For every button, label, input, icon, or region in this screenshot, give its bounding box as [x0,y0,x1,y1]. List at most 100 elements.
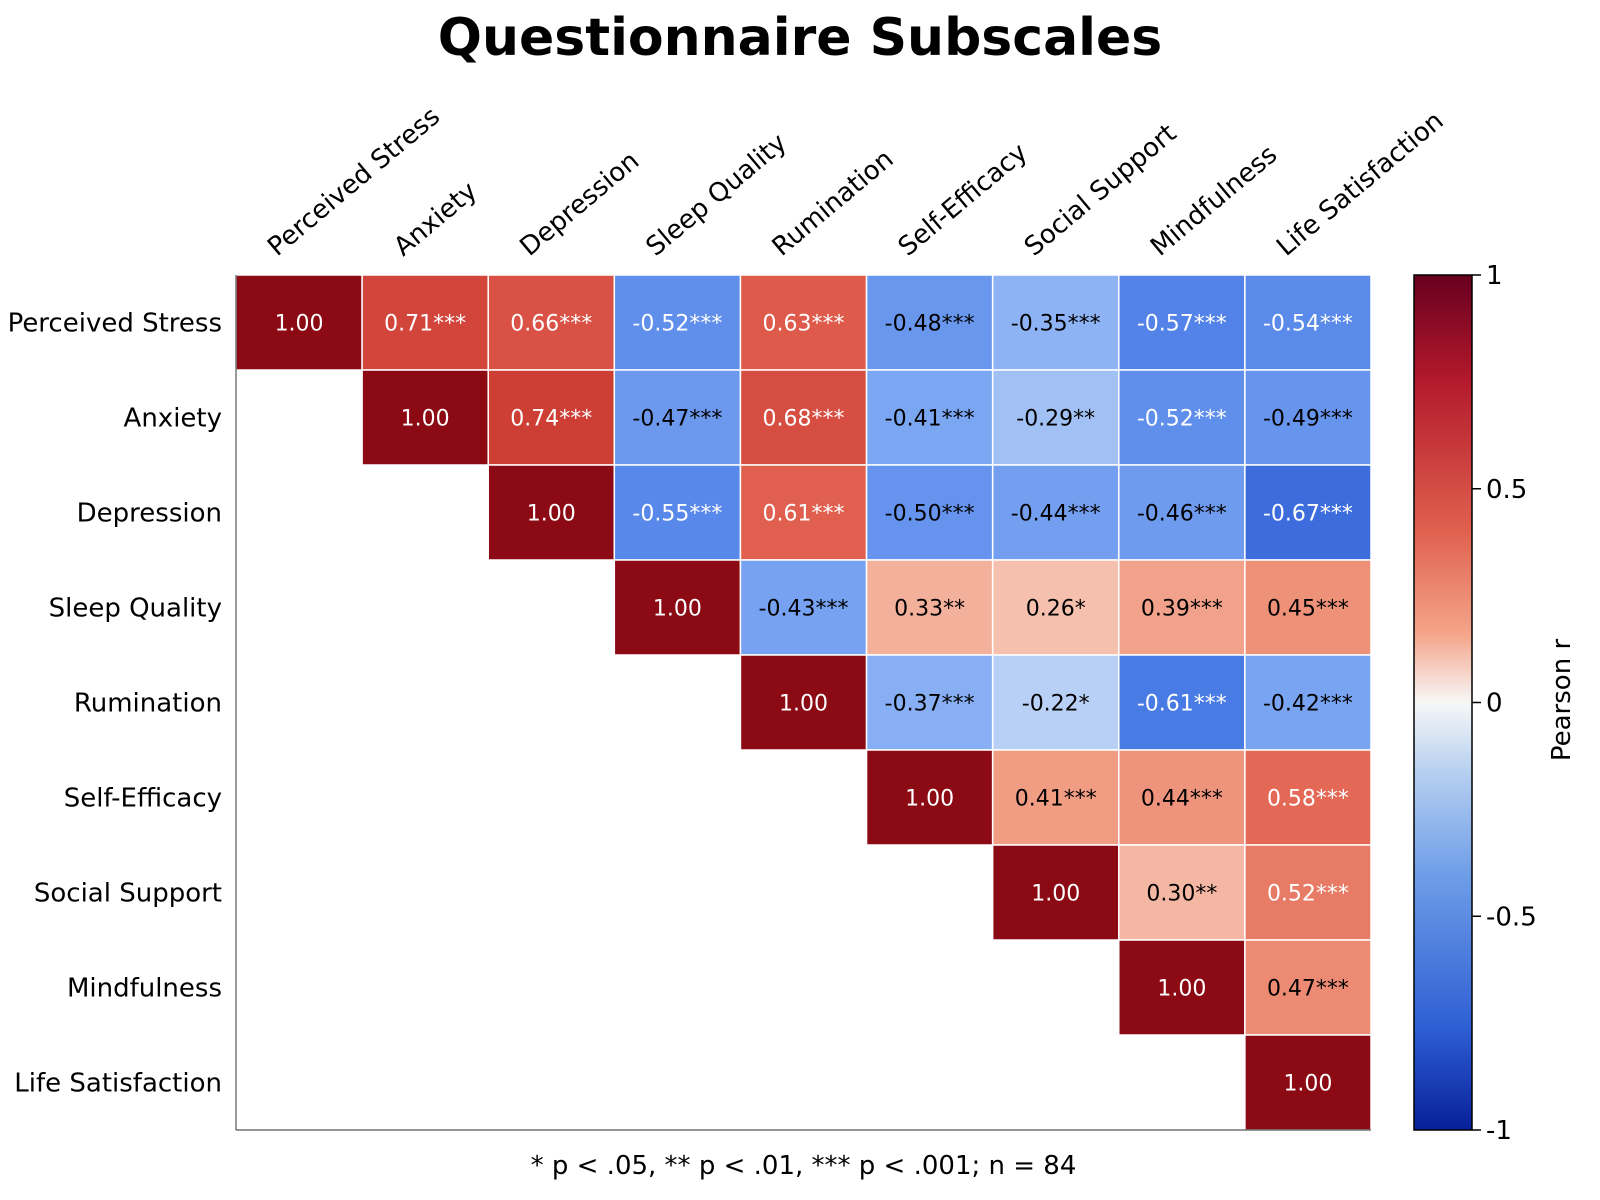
cell-value-label: 0.74*** [510,407,592,432]
cell-value-label: -0.52*** [1137,407,1227,432]
heatmap-cell [991,464,1120,561]
heatmap-cells: 1.00 0.71*** 0.66*** -0.52*** 0.63*** -0.48**… [235,274,1372,1131]
cell-value-label: -0.44*** [1011,502,1101,527]
cell-value-label: -0.67*** [1263,502,1353,527]
x-tick-label: Depression [514,146,645,262]
heatmap-cell [1244,749,1372,846]
colorbar-tick-label: -1 [1486,1116,1512,1146]
significance-footnote: * p < .05, ** p < .01, *** p < .001; n =… [530,1151,1077,1181]
heatmap-cell [487,464,616,561]
cell-value-label: 1.00 [653,597,702,622]
colorbar-tick-label: -0.5 [1486,902,1537,932]
cell-value-label: 0.33** [894,597,965,622]
cell-value-label: -0.49*** [1263,407,1353,432]
cell-value-label: -0.55*** [632,502,722,527]
cell-value-label: -0.43*** [759,597,849,622]
colorbar-gradient [1413,274,1473,1131]
cell-value-label: -0.47*** [632,407,722,432]
cell-value-label: 0.26* [1026,597,1086,622]
y-tick-label: Mindfulness [67,974,222,1004]
heatmap-cell [1118,369,1246,466]
cell-value-label: -0.50*** [885,502,975,527]
cell-value-label: 0.41*** [1015,787,1097,812]
heatmap-cell [1244,1034,1372,1131]
y-tick-label: Life Satisfaction [14,1069,222,1099]
cell-value-label: 0.68*** [763,407,845,432]
heatmap-cell [1244,939,1372,1036]
heatmap-cell [739,369,868,466]
x-tick-label: Mindfulness [1145,140,1283,263]
heatmap-cell [991,369,1120,466]
heatmap-cell [1244,844,1372,941]
heatmap-cell [739,464,868,561]
cell-value-label: 1.00 [779,692,828,717]
heatmap-cell [1244,559,1372,656]
cell-value-label: 1.00 [905,787,954,812]
cell-value-label: 0.44*** [1141,787,1223,812]
cell-value-label: -0.29** [1016,407,1095,432]
heatmap-cell [487,274,616,371]
colorbar: Pearson r 1 0.5 0 -0.5 -1 [1413,261,1577,1146]
y-tick-label: Self-Efficacy [64,784,222,814]
cell-value-label: 1.00 [275,312,324,337]
y-tick-label: Perceived Stress [8,309,222,339]
heatmap-cell [1118,939,1246,1036]
cell-value-label: 0.58*** [1267,787,1349,812]
heatmap-cell [865,369,994,466]
heatmap-cell [613,559,742,656]
heatmap-cell [361,369,489,466]
cell-value-label: 1.00 [1283,1072,1332,1097]
x-tick-label: Anxiety [388,176,483,262]
heatmap-cell [235,274,363,371]
heatmap-cell [1118,464,1246,561]
cell-value-label: 0.66*** [510,312,592,337]
heatmap-cell [1244,274,1372,371]
heatmap-cell [1244,369,1372,466]
heatmap-cell [361,274,489,371]
cell-value-label: -0.57*** [1137,312,1227,337]
cell-value-label: -0.22* [1022,692,1090,717]
heatmap-cell [1118,559,1246,656]
heatmap-cell [1118,749,1246,846]
cell-value-label: -0.61*** [1137,692,1227,717]
colorbar-tick-label: 0.5 [1486,475,1527,505]
heatmap-cell [739,654,868,751]
cell-value-label: -0.37*** [885,692,975,717]
cell-value-label: 1.00 [401,407,450,432]
x-tick-label: Rumination [767,144,900,262]
cell-value-label: 0.52*** [1267,882,1349,907]
cell-value-label: -0.54*** [1263,312,1353,337]
cell-value-label: 0.30** [1146,882,1217,907]
y-tick-label: Anxiety [124,404,222,434]
cell-value-label: 1.00 [1031,882,1080,907]
cell-value-label: -0.48*** [885,312,975,337]
heatmap-cell [1118,844,1246,941]
cell-value-label: -0.35*** [1011,312,1101,337]
y-tick-label: Depression [77,499,222,529]
chart-title: Questionnaire Subscales [437,8,1163,68]
cell-value-label: -0.42*** [1263,692,1353,717]
cell-value-label: 1.00 [1157,977,1206,1002]
x-tick-label: Self-Efficacy [893,138,1034,263]
cell-value-label: 0.39*** [1141,597,1223,622]
cell-value-label: 0.45*** [1267,597,1349,622]
cell-value-label: 0.63*** [763,312,845,337]
cell-value-label: -0.46*** [1137,502,1227,527]
y-tick-label: Social Support [34,879,222,909]
cell-value-label: 0.47*** [1267,977,1349,1002]
cell-value-label: -0.52*** [632,312,722,337]
x-tick-label: Life Satisfaction [1271,106,1449,263]
heatmap-cell [613,464,742,561]
heatmap-cell [613,369,742,466]
y-tick-label: Rumination [74,689,222,719]
y-tick-label: Sleep Quality [49,594,222,624]
heatmap-cell [1244,654,1372,751]
colorbar-tick-label: 1 [1486,261,1503,291]
heatmap-cell [1244,464,1372,561]
heatmap-cell [1118,274,1246,371]
heatmap-cell [865,749,994,846]
colorbar-tick-label: 0 [1486,689,1503,719]
colorbar-label: Pearson r [1547,639,1577,762]
cell-value-label: 0.61*** [763,502,845,527]
